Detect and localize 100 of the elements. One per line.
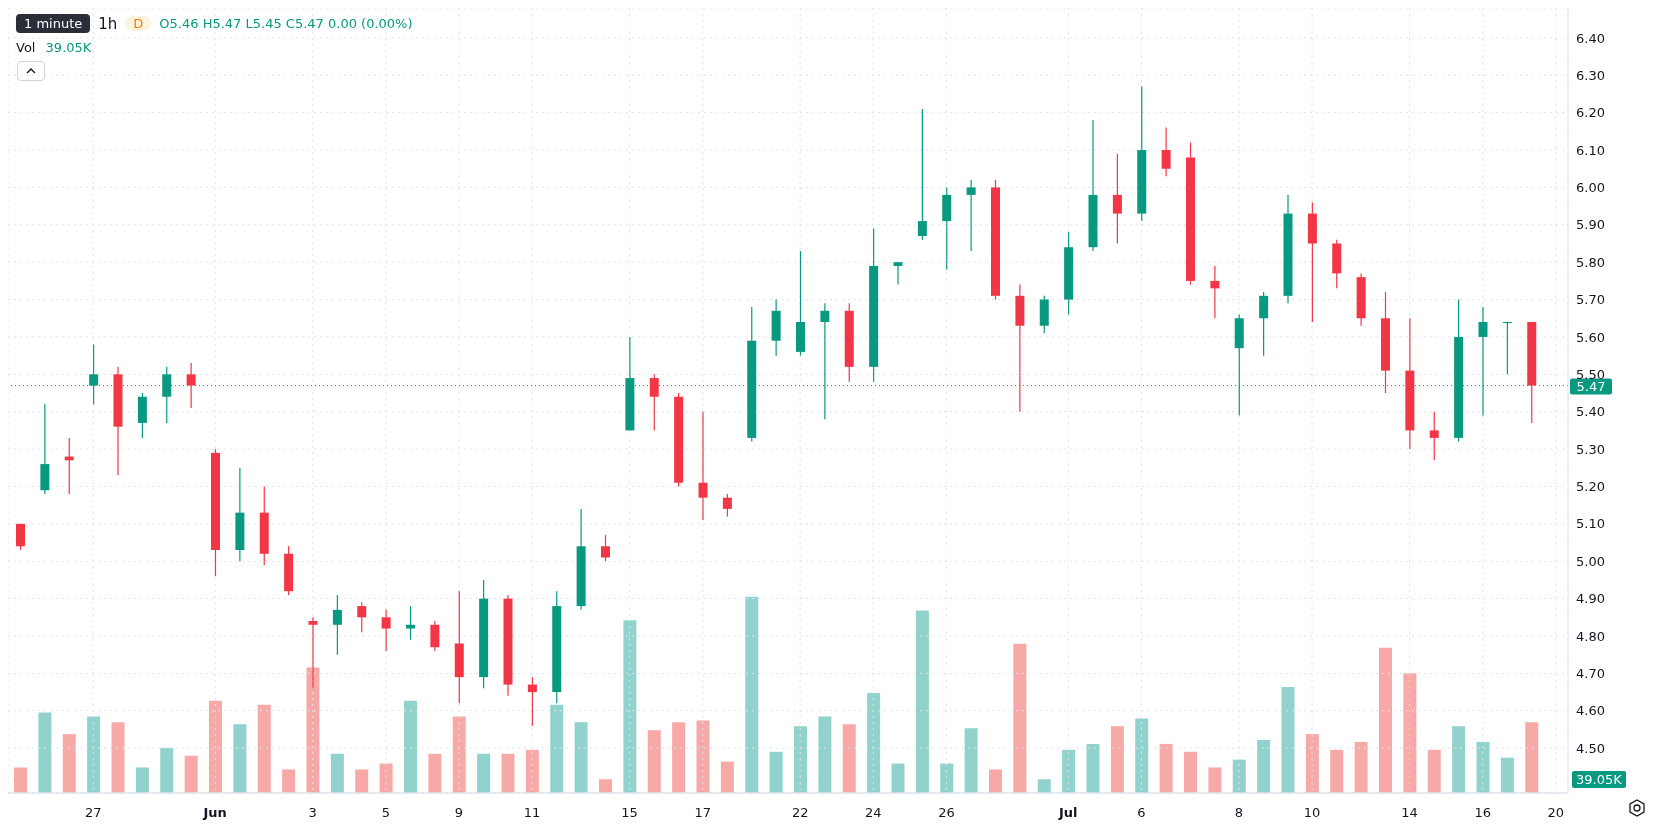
x-tick-label: 8 bbox=[1234, 805, 1244, 820]
candlestick bbox=[601, 534, 610, 562]
y-tick-label: 5.30 bbox=[1576, 441, 1605, 457]
y-tick-label: 5.40 bbox=[1576, 404, 1605, 420]
bar bbox=[1037, 779, 1051, 793]
x-tick-label: 15 bbox=[621, 805, 638, 820]
bar bbox=[1062, 749, 1076, 793]
x-tick-label: 24 bbox=[865, 805, 882, 820]
bar bbox=[404, 700, 417, 793]
y-tick-label: 6.30 bbox=[1576, 67, 1605, 83]
bar bbox=[550, 704, 564, 793]
y-tick-label: 6.20 bbox=[1576, 105, 1605, 121]
y-tick-label: 6.40 bbox=[1576, 30, 1605, 46]
bar bbox=[501, 753, 515, 793]
candlestick bbox=[1429, 411, 1439, 461]
y-tick-label: 5.60 bbox=[1576, 329, 1605, 345]
bar bbox=[477, 753, 491, 793]
bar bbox=[623, 620, 637, 793]
bar bbox=[209, 700, 222, 793]
candlestick bbox=[16, 523, 25, 551]
y-tick-label: 5.90 bbox=[1576, 217, 1605, 233]
x-tick-label: 6 bbox=[1137, 805, 1146, 820]
annotation: O5.46 H5.47 L5.45 C5.47 0.00 (0.00%) bbox=[159, 16, 413, 31]
bar bbox=[891, 763, 905, 793]
bar bbox=[1500, 757, 1514, 793]
bar bbox=[1208, 767, 1222, 793]
bar bbox=[1452, 726, 1466, 793]
x-tick-label: 10 bbox=[1303, 805, 1321, 820]
candlestick bbox=[722, 493, 732, 517]
bar bbox=[1232, 759, 1246, 793]
bar bbox=[14, 767, 27, 793]
bar bbox=[306, 667, 320, 793]
bar bbox=[428, 753, 442, 793]
bar bbox=[257, 704, 271, 793]
bar bbox=[1184, 751, 1197, 793]
bar bbox=[184, 755, 198, 793]
candlestick bbox=[1210, 265, 1220, 319]
y-tick-label: 4.80 bbox=[1576, 628, 1605, 644]
bar bbox=[867, 692, 881, 793]
bar bbox=[769, 751, 783, 793]
candlestick bbox=[527, 676, 537, 727]
y-tick-label: 6.00 bbox=[1576, 180, 1605, 196]
candlestick bbox=[1161, 127, 1171, 177]
y-tick-label: 5.00 bbox=[1576, 553, 1605, 569]
candlestick bbox=[917, 108, 927, 241]
x-tick-label: 22 bbox=[791, 805, 809, 820]
x-tick-label: 16 bbox=[1474, 805, 1491, 820]
candlestick bbox=[332, 594, 342, 656]
candlestick bbox=[381, 609, 391, 652]
bar bbox=[62, 734, 76, 793]
x-tick-label: 9 bbox=[454, 805, 464, 820]
x-tick-label: 17 bbox=[694, 805, 711, 820]
candlestick bbox=[893, 261, 903, 286]
bar bbox=[1427, 749, 1441, 793]
annotation: D bbox=[125, 16, 152, 31]
x-tick-label: Jun bbox=[202, 805, 227, 820]
x-tick-label: 5 bbox=[381, 805, 390, 820]
bar bbox=[1354, 741, 1368, 793]
bar bbox=[696, 720, 710, 793]
bar bbox=[1086, 743, 1100, 793]
bar bbox=[1525, 722, 1539, 793]
y-tick-label: 5.10 bbox=[1576, 516, 1605, 532]
bar bbox=[745, 596, 759, 793]
y-tick-label: 5.70 bbox=[1576, 292, 1605, 308]
candlestick bbox=[430, 620, 440, 652]
annotation: 39.05K bbox=[45, 40, 92, 55]
bar bbox=[989, 769, 1002, 793]
bar bbox=[964, 728, 978, 793]
bar bbox=[1135, 718, 1149, 793]
bar bbox=[233, 724, 247, 793]
bar bbox=[818, 716, 832, 793]
bar bbox=[135, 767, 149, 793]
bar bbox=[87, 716, 101, 793]
bar bbox=[794, 726, 807, 793]
bar bbox=[379, 763, 393, 793]
bar bbox=[1330, 749, 1344, 793]
candlestick bbox=[357, 601, 367, 633]
x-tick-label: 27 bbox=[85, 805, 102, 820]
x-tick-label: 20 bbox=[1547, 805, 1565, 820]
annotation: Vol bbox=[16, 40, 36, 55]
candlestick bbox=[698, 411, 708, 521]
y-tick-label: 5.80 bbox=[1576, 254, 1605, 270]
y-tick-label: 4.50 bbox=[1576, 740, 1605, 756]
y-tick-label: 5.20 bbox=[1576, 479, 1605, 495]
candlestick bbox=[649, 373, 659, 431]
bar bbox=[1476, 741, 1490, 793]
bar bbox=[1257, 740, 1271, 793]
bar bbox=[160, 747, 174, 793]
candlestick bbox=[1259, 291, 1269, 357]
bar bbox=[1403, 673, 1417, 793]
y-tick-label: 4.60 bbox=[1576, 703, 1605, 719]
bar bbox=[915, 610, 929, 793]
x-tick-label: Jul bbox=[1058, 805, 1078, 820]
bar bbox=[330, 753, 344, 793]
bar bbox=[111, 722, 125, 793]
bar bbox=[720, 761, 734, 793]
bar bbox=[452, 716, 466, 793]
x-tick-label: 14 bbox=[1401, 805, 1418, 820]
bar bbox=[282, 769, 296, 793]
bar bbox=[1281, 687, 1295, 793]
